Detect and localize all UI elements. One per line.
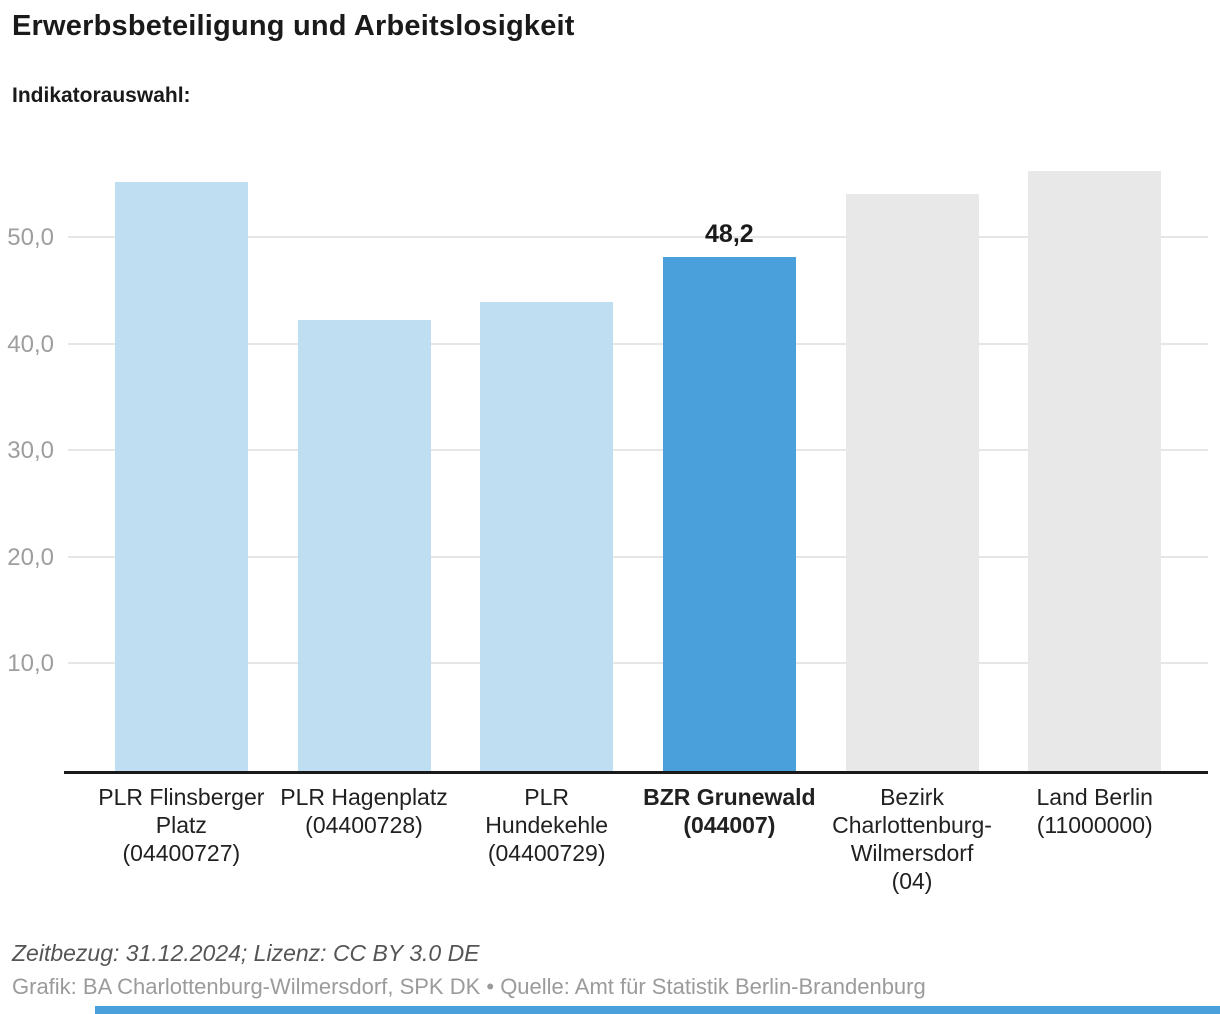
y-tick-label: 40,0 — [7, 330, 54, 358]
x-category-label-line: (04400728) — [305, 812, 423, 838]
footer-license: Zeitbezug: 31.12.2024; Lizenz: CC BY 3.0… — [12, 940, 480, 966]
horizontal-scrollbar-thumb[interactable] — [95, 1006, 1220, 1014]
x-category-label: PLR Hundekehle (04400729) — [455, 783, 638, 895]
x-category-label-line: PLR Flinsberger — [98, 784, 265, 810]
bar-slot: 48,2 — [638, 155, 821, 771]
plot-area: 50,0 40,0 30,0 20,0 10,0 48,2 — [7, 155, 1208, 774]
x-category-label-line: Wilmersdorf — [850, 840, 974, 866]
x-category-label-line: (04400727) — [122, 840, 241, 866]
indicator-select-label: Indikatorauswahl: — [12, 84, 191, 107]
x-category-label: Land Berlin (11000000) — [1003, 783, 1186, 895]
x-axis-line — [64, 771, 1208, 774]
x-category-label-line: BZR Grunewald — [643, 784, 816, 810]
y-tick-label: 20,0 — [7, 543, 54, 571]
bar-slot — [273, 155, 456, 771]
x-category-label-line: (04400729) — [487, 840, 606, 866]
x-category-label-line: Bezirk — [880, 784, 944, 810]
horizontal-scrollbar-track[interactable] — [0, 1006, 1220, 1014]
bar-1[interactable] — [114, 181, 248, 771]
bar-slot — [821, 155, 1004, 771]
x-category-label: PLR Flinsberger Platz (04400727) — [90, 783, 273, 895]
x-category-label-line: Platz — [155, 812, 207, 838]
x-axis-labels: PLR Flinsberger Platz (04400727) PLR Hagenp… — [68, 783, 1208, 895]
y-tick-label: 50,0 — [7, 224, 54, 252]
y-tick-label: 10,0 — [7, 650, 54, 678]
x-category-label: PLR Hagenplatz (04400728) — [273, 783, 456, 895]
gridline — [68, 449, 1208, 452]
bar-4[interactable] — [662, 257, 796, 771]
bar-value-label: 48,2 — [705, 220, 754, 249]
bar-6[interactable] — [1028, 171, 1162, 771]
bar-slot — [455, 155, 638, 771]
gridline — [68, 555, 1208, 558]
x-category-label-line: Land Berlin — [1036, 784, 1153, 810]
bar-slot — [90, 155, 273, 771]
bars-row: 48,2 — [90, 155, 1186, 771]
bar-3[interactable] — [480, 302, 614, 771]
gridline — [68, 662, 1208, 665]
x-category-label-line: PLR — [524, 784, 570, 810]
footer-source: Grafik: BA Charlottenburg-Wilmersdorf, S… — [12, 974, 926, 999]
gridline — [68, 342, 1208, 345]
bar-5[interactable] — [845, 194, 979, 771]
bar-slot — [1003, 155, 1186, 771]
x-category-label: Bezirk Charlottenburg- Wilmersdorf (04) — [821, 783, 1004, 895]
bar-2[interactable] — [297, 320, 431, 771]
x-category-label-line: Charlottenburg- — [832, 812, 992, 838]
x-category-label-line: (044007) — [683, 812, 776, 838]
x-category-label-line: Hundekehle — [485, 812, 609, 838]
page-title: Erwerbsbeteiligung und Arbeitslosigkeit — [12, 10, 575, 42]
x-category-label-line: (04) — [891, 868, 933, 894]
y-tick-label: 30,0 — [7, 437, 54, 465]
gridline — [68, 236, 1208, 239]
x-category-label-line: PLR Hagenplatz — [280, 784, 448, 810]
x-category-label: BZR Grunewald (044007) — [638, 783, 821, 895]
x-category-label-line: (11000000) — [1036, 812, 1153, 838]
